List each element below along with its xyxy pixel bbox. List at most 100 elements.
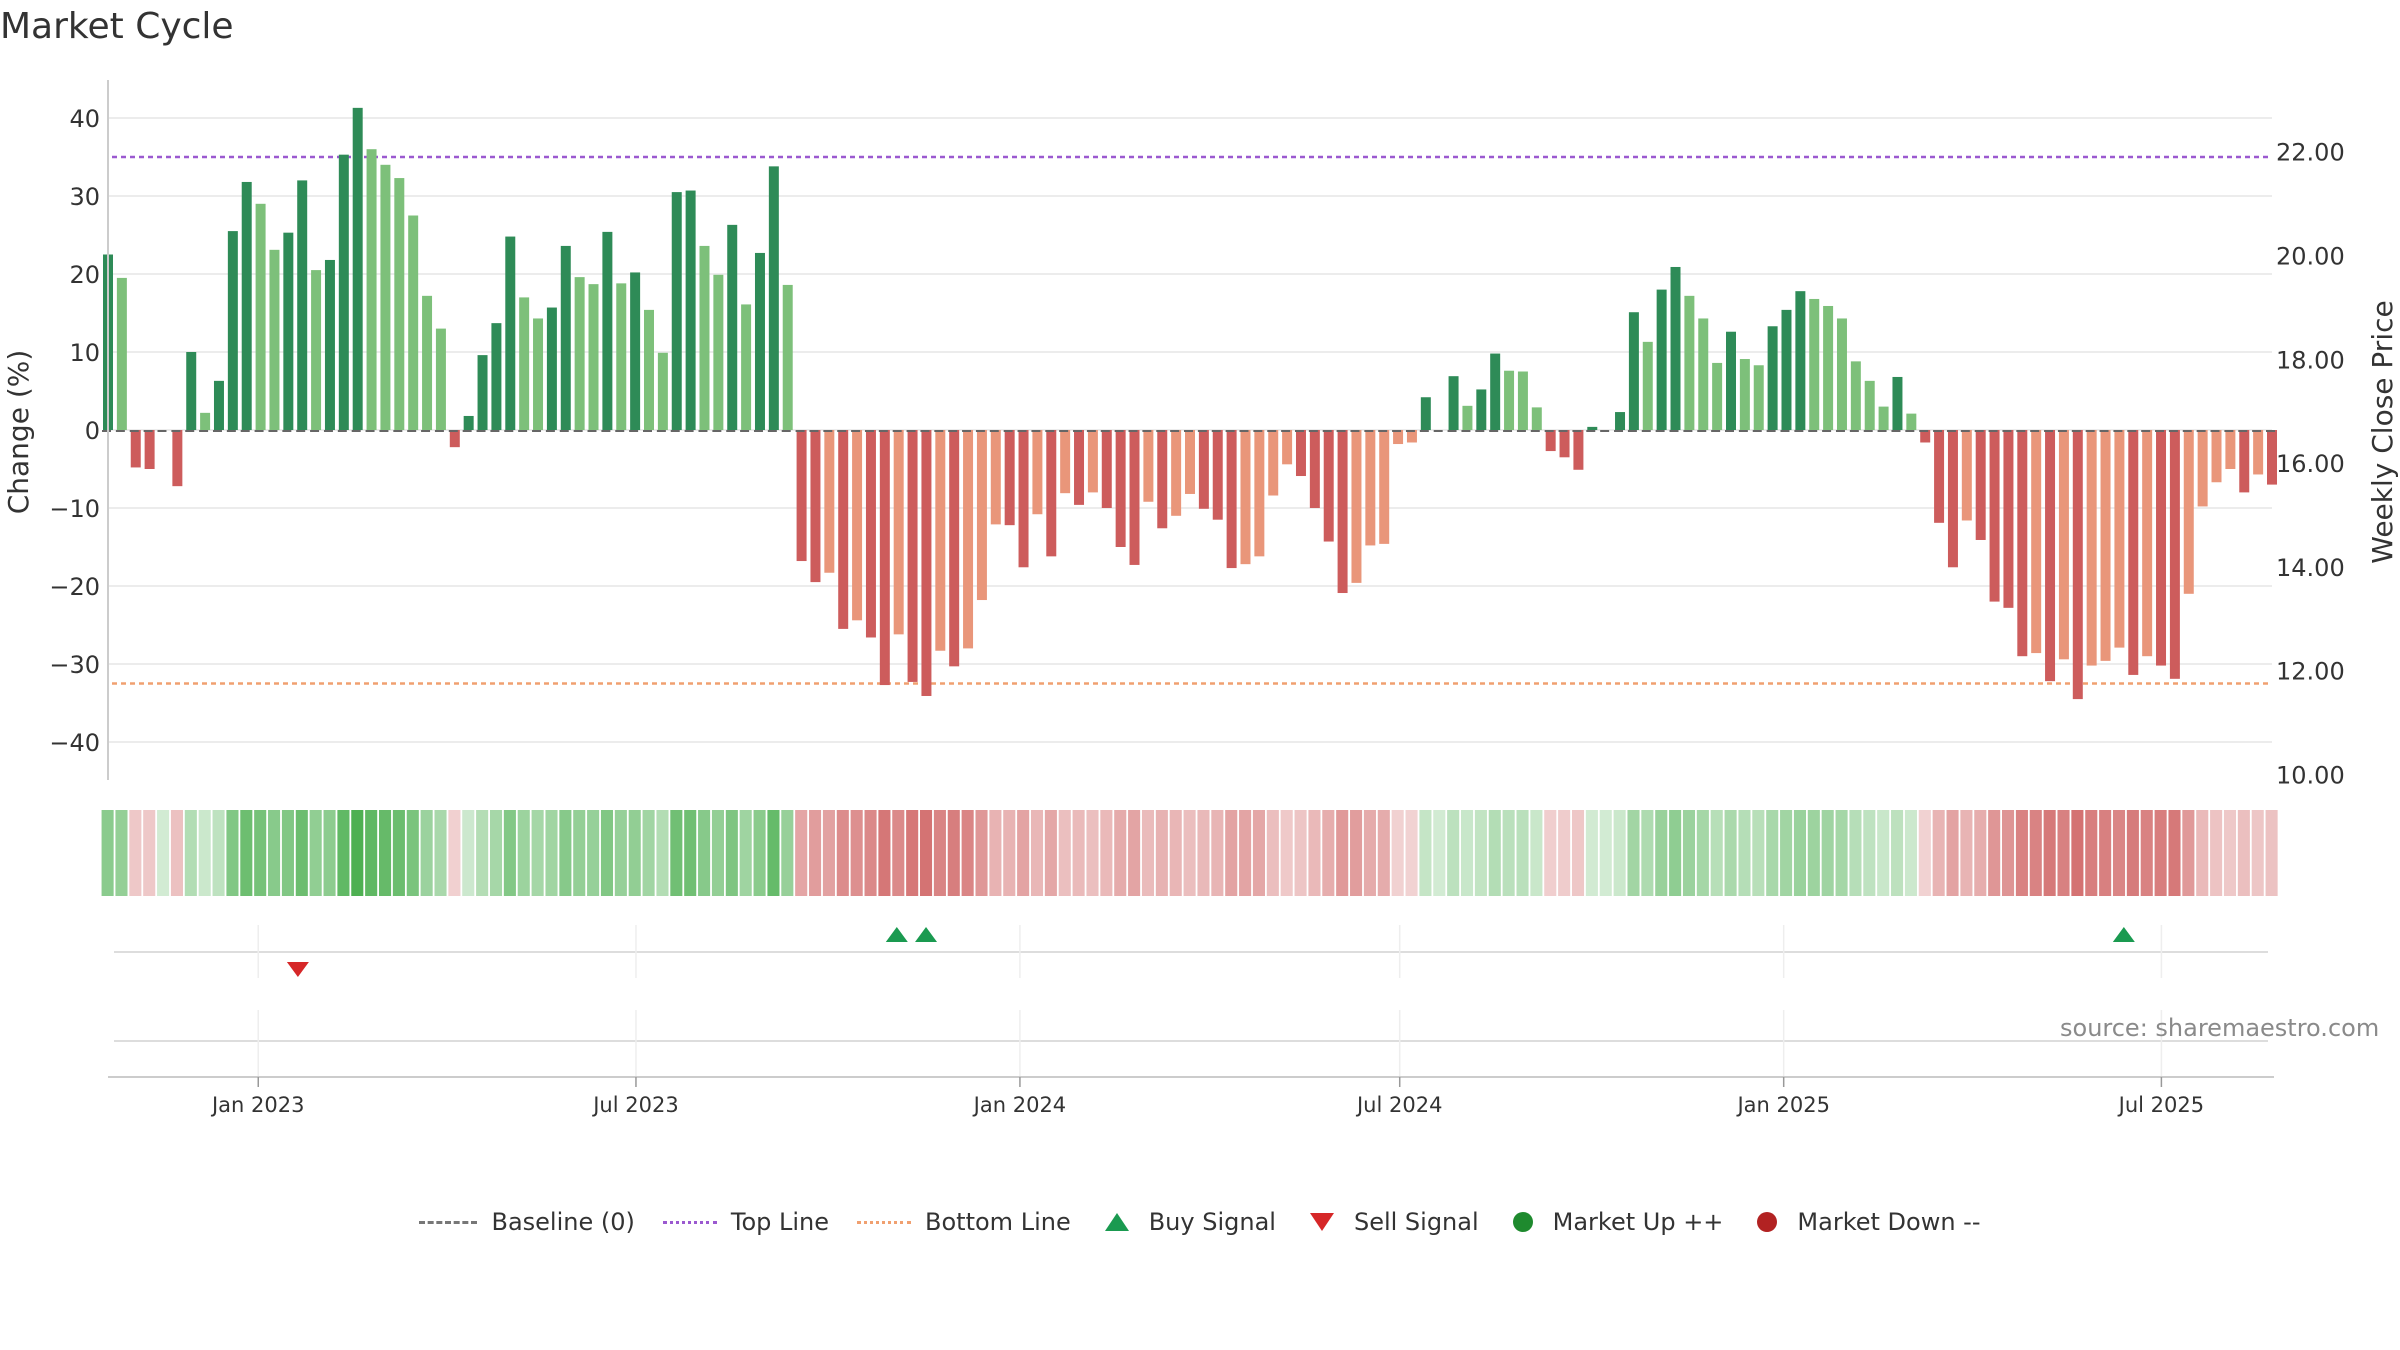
bar	[269, 249, 280, 430]
heat-cell	[753, 810, 766, 896]
bar	[2225, 430, 2236, 469]
bar	[227, 231, 238, 430]
bar	[782, 284, 793, 430]
bar	[1795, 291, 1806, 430]
bar	[1934, 430, 1945, 523]
bar	[1295, 430, 1306, 477]
bar	[1961, 430, 1972, 521]
heat-cell	[2085, 810, 2098, 896]
bar	[1753, 365, 1764, 430]
heat-cell	[1571, 810, 1585, 896]
bar	[2211, 430, 2222, 483]
legend-buy-signal-label: Buy Signal	[1148, 1208, 1276, 1236]
legend-market-down[interactable]: Market Down --	[1751, 1208, 1981, 1236]
y2-tick-label: 22.00	[2276, 139, 2345, 167]
bar	[1254, 430, 1265, 557]
legend-top-line[interactable]: Top Line	[662, 1208, 829, 1236]
bar	[907, 430, 918, 682]
bar	[1892, 376, 1903, 430]
legend-baseline[interactable]: Baseline (0)	[419, 1208, 635, 1236]
legend-bottom-line[interactable]: Bottom Line	[857, 1208, 1071, 1236]
y-tick-label: 30	[69, 183, 100, 211]
bar	[2031, 430, 2042, 654]
bar	[2072, 430, 2083, 700]
y-tick-label: −30	[49, 651, 100, 679]
triangle-up-icon	[1104, 1213, 1129, 1231]
y-tick-label: −40	[49, 729, 100, 757]
heat-cell	[864, 810, 877, 896]
heat-cell	[1322, 810, 1335, 896]
bar	[1864, 380, 1875, 430]
heat-cell	[184, 810, 197, 896]
heat-cell	[1835, 810, 1848, 896]
heat-cell	[809, 810, 822, 896]
bar	[1074, 430, 1085, 505]
heat-cell	[1183, 810, 1196, 896]
legend-baseline-label: Baseline (0)	[491, 1208, 635, 1236]
legend-market-up[interactable]: Market Up ++	[1507, 1208, 1724, 1236]
heat-cell	[517, 810, 530, 896]
bar	[2197, 430, 2208, 507]
legend-sell-signal[interactable]: Sell Signal	[1304, 1208, 1479, 1236]
buy-signal-marker	[915, 927, 938, 942]
y2-tick-label: 14.00	[2276, 554, 2345, 582]
bar	[963, 430, 974, 649]
bar	[865, 430, 876, 638]
bar	[1129, 430, 1140, 565]
heat-cell	[1918, 810, 1931, 896]
heat-cell	[1350, 810, 1363, 896]
bar	[546, 307, 557, 430]
heat-cell	[1502, 810, 1515, 896]
heat-cell	[2071, 810, 2084, 896]
heat-cell	[323, 810, 336, 896]
heat-cell	[2182, 810, 2195, 896]
heat-cell	[1974, 810, 1987, 896]
bar	[1004, 430, 1015, 526]
bar	[824, 430, 835, 573]
bar	[2017, 430, 2028, 657]
heat-cell	[2029, 810, 2042, 896]
heat-cell	[129, 810, 142, 896]
heat-cell	[1044, 810, 1057, 896]
bar	[754, 252, 765, 430]
heat-cell	[975, 810, 988, 896]
heat-cell	[906, 810, 919, 896]
bar	[574, 277, 585, 430]
bar	[990, 430, 1001, 525]
bar	[2086, 430, 2097, 666]
bar	[1185, 430, 1195, 494]
bar	[1906, 413, 1917, 430]
heat-cell	[1544, 810, 1557, 896]
heat-cell	[295, 810, 308, 896]
bar	[1975, 430, 1986, 540]
heat-cell	[1405, 810, 1418, 896]
heat-cell	[739, 810, 752, 896]
heat-cell	[1793, 810, 1806, 896]
bar	[1670, 266, 1681, 430]
bar	[1628, 312, 1639, 430]
bar	[116, 277, 127, 430]
bar	[727, 224, 738, 430]
bar	[366, 149, 377, 430]
bar	[1462, 405, 1473, 430]
heat-cell	[434, 810, 447, 896]
heat-cell	[351, 810, 364, 896]
legend-buy-signal[interactable]: Buy Signal	[1099, 1208, 1276, 1236]
heat-cell	[1239, 810, 1252, 896]
heat-cell	[1682, 810, 1696, 896]
source-credit: source: sharemaestro.com	[2060, 1014, 2380, 1042]
bar	[1517, 371, 1528, 430]
y-tick-label: 10	[69, 339, 100, 367]
bar	[1615, 412, 1626, 430]
bar	[2058, 430, 2069, 660]
heat-cell	[892, 810, 905, 896]
heat-cell	[1558, 810, 1571, 896]
bar	[1268, 430, 1279, 496]
heat-cell	[1932, 810, 1945, 896]
heat-cell	[767, 810, 780, 896]
legend-market-up-label: Market Up ++	[1552, 1208, 1724, 1236]
bar	[1920, 430, 1931, 443]
heat-cell	[878, 810, 891, 896]
bar	[1698, 318, 1709, 430]
heat-cell	[2099, 810, 2112, 896]
